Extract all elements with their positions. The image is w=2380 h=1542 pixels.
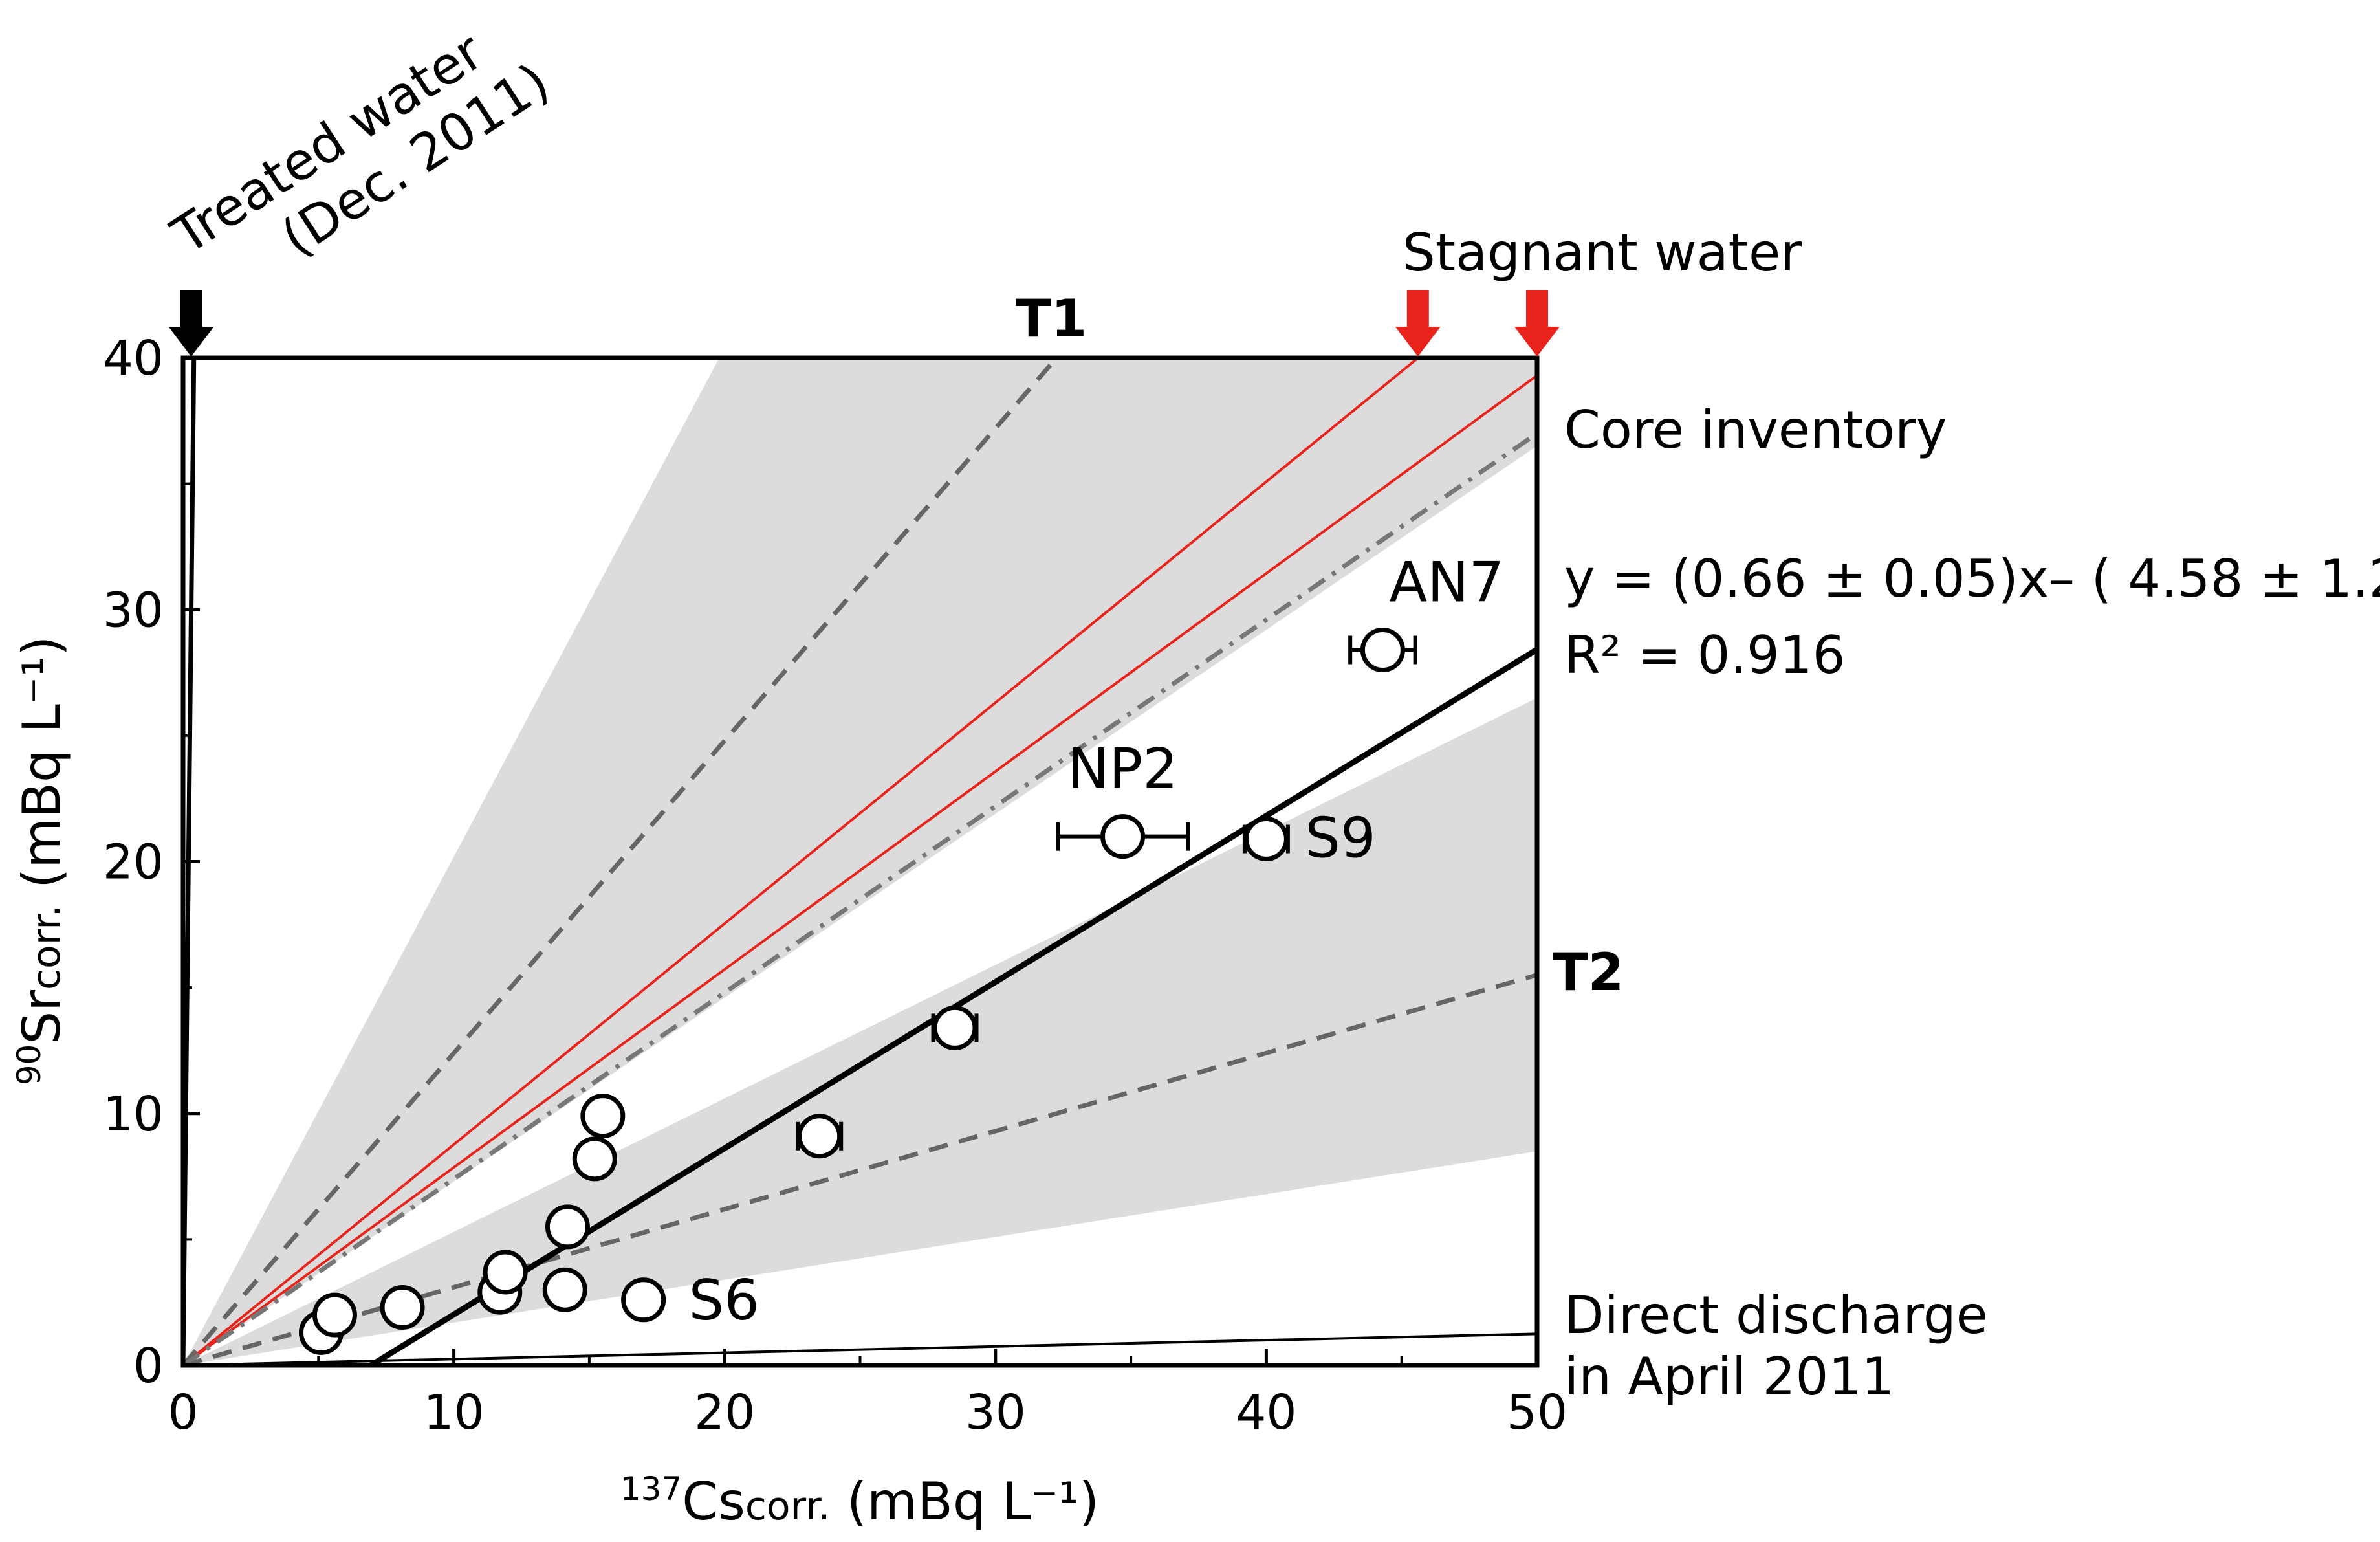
y-axis-title-unit: (mBq L⁻¹) xyxy=(12,636,72,905)
x-tick-label: 0 xyxy=(168,1385,198,1440)
point-label-np2: NP2 xyxy=(1067,737,1178,802)
point-label-s6: S6 xyxy=(689,1268,759,1333)
indicator-arrow xyxy=(1395,290,1441,357)
band-t2 xyxy=(183,698,1537,1365)
t1-label: T1 xyxy=(1016,289,1087,349)
data-point xyxy=(580,1094,626,1139)
x-axis-title-sub: corr. xyxy=(745,1484,831,1529)
r-squared-label: R² = 0.916 xyxy=(1564,625,1846,685)
x-axis-title: 137Cscorr. (mBq L⁻¹) xyxy=(620,1470,1099,1532)
data-point xyxy=(572,1136,617,1182)
x-axis-ticks: 0 10 20 30 40 50 xyxy=(168,1349,1567,1440)
data-points: S6 NP2 S9 AN7 xyxy=(298,551,1504,1355)
y-axis-title-sub: corr. xyxy=(24,905,69,990)
data-point xyxy=(1100,814,1146,859)
line-stagnant-water-a xyxy=(183,358,1419,1365)
data-point xyxy=(932,1005,977,1050)
indicator-arrow xyxy=(168,290,214,357)
line-t1 xyxy=(183,358,1058,1365)
y-tick-label: 10 xyxy=(103,1086,164,1142)
x-axis-title-unit: (mBq L⁻¹) xyxy=(830,1471,1099,1532)
y-axis-ticks: 0 10 20 30 40 xyxy=(103,331,200,1394)
data-point xyxy=(542,1267,587,1312)
y-tick-label: 20 xyxy=(103,835,164,890)
point-label-an7: AN7 xyxy=(1389,551,1504,615)
confidence-bands xyxy=(183,358,1537,1365)
data-point xyxy=(312,1292,357,1338)
data-point xyxy=(621,1277,666,1323)
data-point xyxy=(1243,816,1289,861)
core-inventory-label: Core inventory xyxy=(1564,400,1947,460)
data-point xyxy=(483,1250,528,1295)
data-point xyxy=(1360,628,1405,673)
direct-discharge-line1: Direct discharge xyxy=(1564,1285,1988,1345)
x-axis-title-sup: 137 xyxy=(620,1470,682,1508)
line-core-inventory xyxy=(183,431,1537,1365)
line-stagnant-water-b xyxy=(183,374,1537,1365)
data-point xyxy=(545,1204,590,1250)
y-tick-label: 40 xyxy=(103,331,164,386)
x-tick-label: 30 xyxy=(965,1385,1026,1440)
x-tick-label: 10 xyxy=(424,1385,485,1440)
regression-equation: y = (0.66 ± 0.05)x– ( 4.58 ± 1.29) xyxy=(1564,549,2380,609)
band-t1 xyxy=(183,358,1537,1365)
point-label-s9: S9 xyxy=(1305,806,1375,870)
y-axis-title-sup: 90 xyxy=(10,1044,48,1086)
x-axis-title-main: Cs xyxy=(682,1471,745,1532)
x-tick-label: 20 xyxy=(694,1385,755,1440)
data-point xyxy=(380,1284,425,1330)
x-tick-label: 50 xyxy=(1507,1385,1567,1440)
indicator-arrow xyxy=(1514,290,1560,357)
line-direct-discharge-in-april-2011 xyxy=(183,1332,1537,1365)
indicator-arrows xyxy=(168,290,1560,357)
y-axis-title-main: Sr xyxy=(12,990,72,1044)
y-axis-title: 90Srcorr. (mBq L⁻¹) xyxy=(10,636,72,1086)
stagnant-water-label: Stagnant water xyxy=(1403,223,1802,283)
t2-label: T2 xyxy=(1553,942,1624,1002)
y-tick-label: 0 xyxy=(133,1338,164,1394)
direct-discharge-line2: in April 2011 xyxy=(1564,1347,1894,1407)
treated-water-label: Treated water (Dec. 2011) xyxy=(161,21,560,269)
y-tick-label: 30 xyxy=(103,582,164,638)
data-point xyxy=(797,1114,842,1159)
x-tick-label: 40 xyxy=(1236,1385,1296,1440)
